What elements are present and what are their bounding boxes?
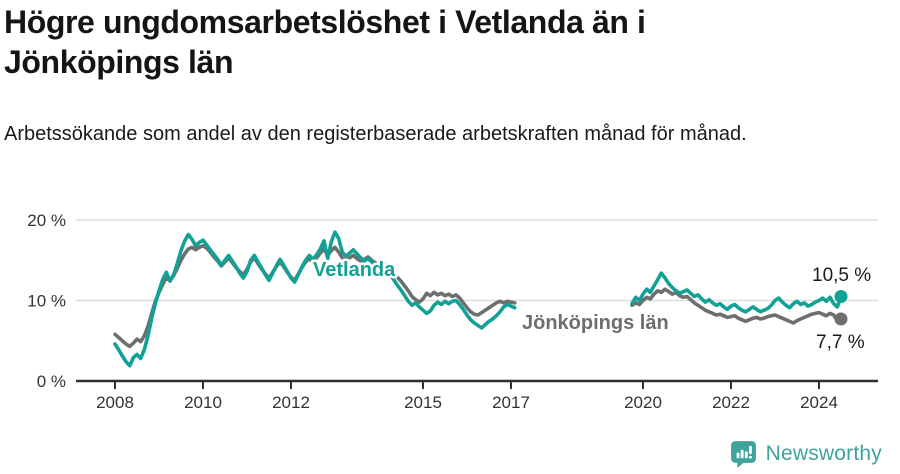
x-tick-label-2008: 2008 xyxy=(96,393,134,412)
series-line-vetlanda-segment-2 xyxy=(630,271,843,314)
newsworthy-logo-icon xyxy=(730,441,756,468)
x-tick-label-2024: 2024 xyxy=(800,393,838,412)
x-tick-label-2020: 2020 xyxy=(624,393,662,412)
x-tick-label-2022: 2022 xyxy=(712,393,750,412)
line-chart-canvas: 0 % 10 % 20 % 2008 2010 2012 2015 2017 2020 2022 2… xyxy=(27,211,878,412)
series-label-jonkopings-lan: Jönköpings län xyxy=(522,312,669,334)
x-tick-label-2015: 2015 xyxy=(404,393,442,412)
chart-title: Högre ungdomsarbetslöshet i Vetlanda än … xyxy=(4,4,646,80)
series-line-vetlanda-segment-1 xyxy=(113,230,517,368)
x-tick-label-2017: 2017 xyxy=(492,393,530,412)
series-line-jonkopings-lan-segment-2 xyxy=(630,287,843,325)
y-tick-label-0: 0 % xyxy=(37,372,66,391)
x-tick-label-2010: 2010 xyxy=(184,393,222,412)
newsworthy-logo[interactable]: Newsworthy xyxy=(729,439,882,468)
chart-subtitle: Arbetssökande som andel av den registerb… xyxy=(4,123,747,145)
series-end-dot-vetlanda xyxy=(834,290,848,303)
series-label-vetlanda: Vetlanda xyxy=(313,259,396,281)
series-end-value-vetlanda: 10,5 % xyxy=(812,265,871,286)
brand-name: Newsworthy xyxy=(765,441,882,465)
line-chart: 0 % 10 % 20 % 2008 2010 2012 2015 2017 2020 2022 2… xyxy=(0,191,900,436)
x-tick-label-2012: 2012 xyxy=(272,393,310,412)
y-tick-label-10: 10 % xyxy=(27,292,66,311)
y-tick-label-20: 20 % xyxy=(27,211,66,230)
series-end-value-jonkopings-lan: 7,7 % xyxy=(816,332,865,353)
brand-footer: Newsworthy xyxy=(729,439,882,468)
series-end-dot-jonkopings-lan xyxy=(834,312,848,326)
